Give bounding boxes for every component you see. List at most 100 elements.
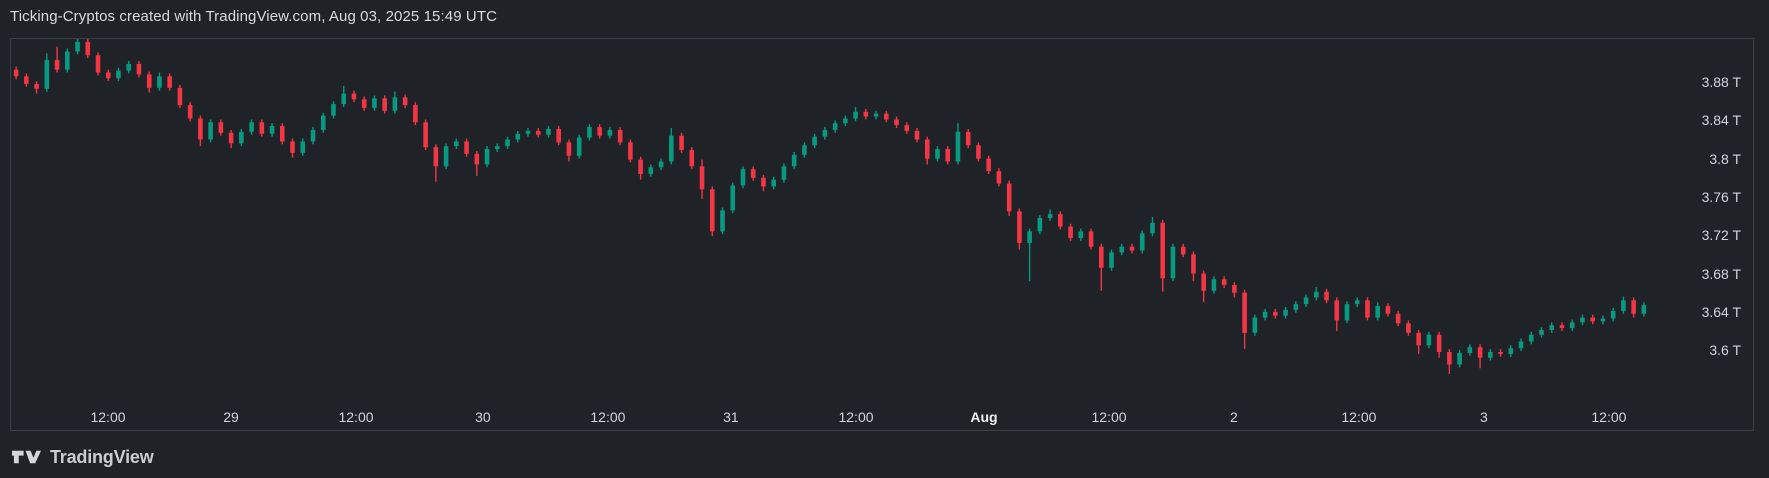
candle-down: [965, 128, 971, 149]
candle-up: [65, 48, 70, 73]
candle-up: [853, 106, 858, 122]
candle-up: [1641, 302, 1647, 317]
candle-down: [95, 52, 101, 76]
candle-up: [1518, 338, 1524, 352]
candle-up: [1170, 243, 1176, 282]
candle-down: [1406, 320, 1411, 336]
candle-up: [484, 146, 490, 168]
candle-up: [443, 143, 449, 170]
candle-up: [525, 128, 531, 137]
candle-down: [1395, 310, 1401, 327]
candle-down: [1385, 303, 1391, 317]
candle-up: [648, 164, 654, 177]
price-tick-label: 3.64 T: [1701, 303, 1741, 320]
candle-up: [1600, 315, 1606, 325]
candle-up: [372, 95, 377, 111]
candle-up: [1293, 301, 1299, 313]
candlestick-chart[interactable]: [11, 39, 1649, 397]
candle-up: [1569, 319, 1575, 331]
candle-up: [955, 123, 961, 165]
candle-down: [1017, 208, 1022, 250]
candle-up: [1344, 301, 1350, 324]
candle-down: [1006, 180, 1012, 217]
candle-up: [1508, 345, 1514, 357]
candle-up: [781, 163, 787, 183]
candle-up: [812, 133, 817, 149]
candle-up: [720, 207, 725, 235]
candle-down: [1160, 219, 1166, 292]
time-tick-label: 2: [1229, 409, 1238, 425]
candle-up: [505, 136, 510, 150]
candle-down: [750, 166, 756, 181]
candle-down: [474, 150, 480, 176]
candle-up: [843, 115, 848, 127]
candle-up: [730, 182, 736, 214]
candle-down: [218, 119, 224, 136]
candle-down: [556, 126, 562, 146]
candle-down: [535, 128, 541, 138]
time-axis[interactable]: 12:00 29 12:00 30 12:00 31 12:00 Aug 12:00 2 12:00…: [11, 397, 1649, 430]
candle-down: [24, 73, 29, 87]
price-axis[interactable]: 3.88 T 3.84 T 3.8 T 3.76 T 3.72 T 3.68 T 3.64 …: [1647, 39, 1753, 397]
candle-up: [44, 53, 50, 92]
page-title: Ticking-Cryptos created with TradingView…: [10, 8, 498, 25]
candle-down: [597, 124, 602, 139]
candle-down: [433, 144, 439, 182]
candle-down: [198, 115, 203, 147]
candle-down: [884, 110, 889, 123]
candle-down: [187, 102, 193, 122]
candle-up: [269, 123, 275, 137]
candle-up: [454, 138, 459, 150]
candle-up: [392, 91, 398, 114]
tradingview-logo-icon[interactable]: [12, 448, 41, 467]
candle-down: [1334, 297, 1340, 331]
candle-down: [1447, 349, 1452, 375]
candle-down: [1221, 276, 1227, 288]
candle-down: [761, 174, 766, 192]
candle-down: [1559, 322, 1565, 331]
candle-down: [924, 136, 930, 165]
candle-up: [1109, 249, 1114, 271]
candle-up: [791, 151, 797, 170]
candle-down: [1498, 349, 1503, 357]
candle-up: [1549, 322, 1555, 333]
candle-down: [464, 138, 469, 157]
candle-down: [177, 84, 183, 108]
candle-up: [1580, 314, 1585, 326]
tradingview-wordmark[interactable]: TradingView: [50, 446, 154, 467]
candle-up: [126, 61, 132, 74]
candle-up: [75, 39, 80, 55]
candle-down: [136, 61, 142, 78]
candle-down: [699, 159, 705, 199]
price-tick-label: 3.84 T: [1701, 112, 1741, 129]
candle-down: [986, 155, 991, 174]
time-tick-label: 12:00: [1341, 409, 1377, 425]
candle-down: [709, 186, 715, 237]
candle-up: [157, 72, 162, 91]
candle-up: [300, 138, 306, 156]
candle-up: [1262, 308, 1268, 321]
candle-up: [1539, 327, 1544, 338]
candle-down: [413, 102, 418, 126]
candle-down: [361, 96, 367, 111]
candle-up: [1621, 296, 1626, 314]
candle-down: [13, 66, 19, 80]
footer-bar: TradingView: [12, 444, 154, 470]
candle-down: [976, 142, 981, 162]
candle-down: [1590, 314, 1595, 325]
candle-down: [638, 156, 643, 180]
candle-down: [402, 94, 408, 108]
candle-up: [1528, 331, 1534, 345]
price-tick-label: 3.72 T: [1701, 227, 1741, 244]
candle-down: [1180, 243, 1186, 258]
candle-down: [351, 90, 357, 103]
candle-up: [1139, 230, 1145, 254]
candle-down: [1058, 211, 1063, 230]
candle-up: [331, 101, 336, 119]
chart-frame: 3.88 T 3.84 T 3.8 T 3.76 T 3.72 T 3.68 T 3.64 …: [10, 38, 1754, 431]
candle-down: [34, 81, 39, 94]
candle-up: [658, 158, 664, 171]
candle-up: [208, 119, 213, 143]
candle-up: [771, 176, 776, 190]
